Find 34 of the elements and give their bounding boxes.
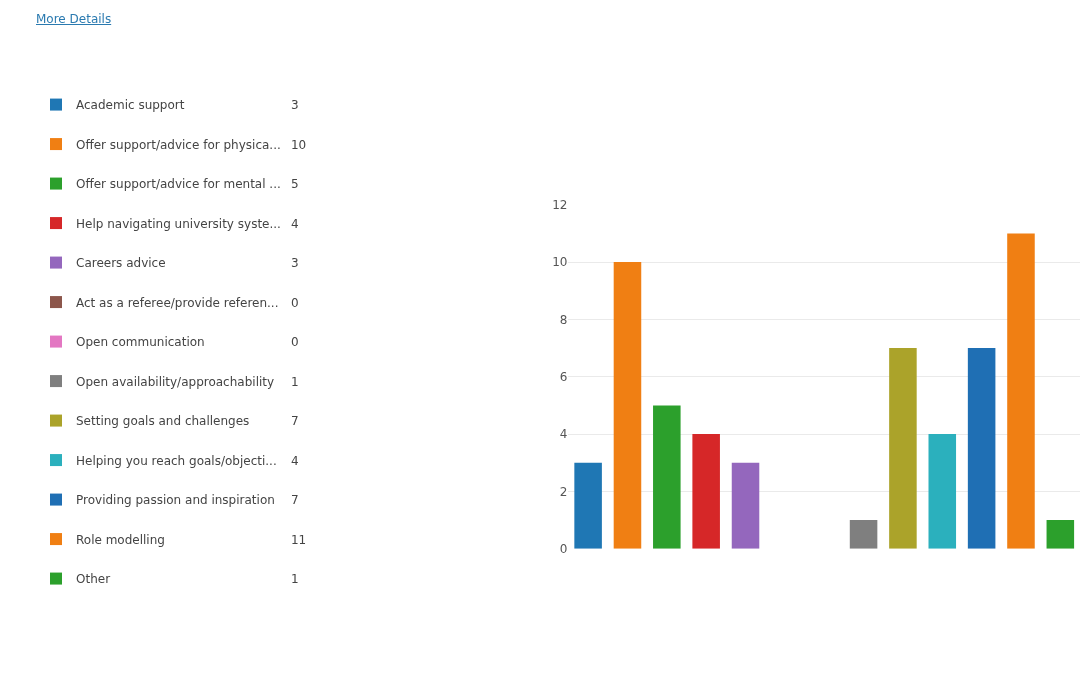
legend-label: Other [76, 572, 111, 587]
text: 11 [290, 532, 307, 547]
text: 7 [290, 414, 299, 429]
text: 0 [290, 295, 299, 310]
y-tick-label: 0 [559, 541, 568, 556]
legend-label: Role modelling [76, 532, 165, 547]
text: 3 [290, 256, 299, 271]
text: 4 [290, 453, 299, 468]
legend-label: Helping you reach goals/objecti... [76, 453, 277, 468]
legend-label: Act as a referee/provide referen... [76, 295, 279, 310]
text: 1 [290, 374, 299, 389]
y-tick-label: 2 [559, 484, 568, 499]
text: 7 [290, 493, 299, 508]
text: 5 [290, 177, 299, 192]
legend-label: Setting goals and challenges [76, 414, 250, 429]
legend-label: Careers advice [76, 256, 166, 271]
y-tick-label: 12 [552, 197, 568, 212]
text: More Details [36, 12, 112, 26]
legend-label: Open communication [76, 335, 205, 350]
text: 0 [290, 335, 299, 350]
legend-label: Academic support [76, 98, 185, 113]
legend-label: Offer support/advice for physica... [76, 137, 281, 152]
legend-label: Help navigating university syste... [76, 216, 281, 231]
y-tick-label: 8 [559, 312, 568, 327]
y-tick-label: 4 [559, 427, 568, 442]
y-tick-label: 10 [552, 255, 568, 270]
y-tick-label: 6 [559, 369, 568, 384]
legend-label: Open availability/approachability [76, 374, 275, 389]
legend-label: Offer support/advice for mental ... [76, 177, 281, 192]
text: 4 [290, 216, 299, 231]
text: 10 [290, 137, 307, 152]
legend-label: Providing passion and inspiration [76, 493, 275, 508]
text: 3 [290, 98, 299, 113]
text: 1 [290, 572, 299, 587]
